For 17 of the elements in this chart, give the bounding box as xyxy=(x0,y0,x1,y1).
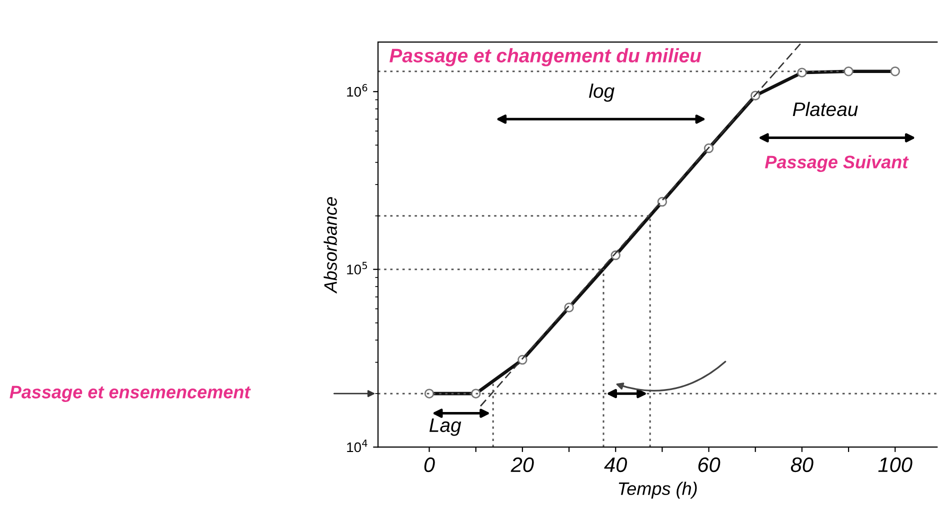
x-tick-label: 60 xyxy=(698,457,720,472)
y-axis-title: Absorbance xyxy=(324,197,337,294)
annotation: log xyxy=(588,84,614,102)
x-tick-label: 100 xyxy=(878,457,912,472)
annotation: Plateau xyxy=(792,102,858,116)
x-tick-label: 0 xyxy=(424,457,435,472)
x-tick-label: 40 xyxy=(604,457,628,472)
x-tick-label: 20 xyxy=(510,457,534,472)
y-tick-label: 10$^{6}$ xyxy=(347,84,368,97)
annotation: Lag xyxy=(429,418,462,436)
y-tick-label: 10$^{5}$ xyxy=(347,262,367,274)
annotation: Passage Suivant xyxy=(765,155,909,172)
x-tick-label: 80 xyxy=(790,457,814,472)
text: Passage et ensemencement xyxy=(10,386,251,402)
x-axis-title: Temps (h) xyxy=(618,482,697,499)
y-tick-label: 10$^{4}$ xyxy=(347,440,368,452)
annotation: Passage et changement du milieu xyxy=(390,48,702,66)
